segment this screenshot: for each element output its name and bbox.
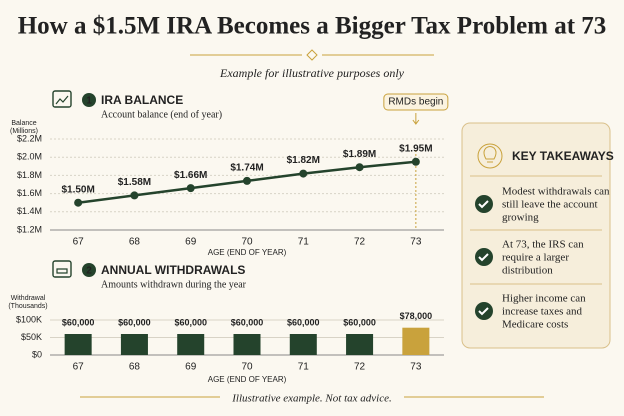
x-tick-label: 69 <box>185 237 197 248</box>
value-label: $1.95M <box>399 143 432 154</box>
chart-title: IRA BALANCE <box>101 93 183 107</box>
x-tick-label: 71 <box>298 362 310 373</box>
check-icon <box>478 200 489 209</box>
value-label: $1.50M <box>61 184 94 195</box>
y-tick-label: $1.8M <box>17 170 42 180</box>
point <box>299 169 308 178</box>
value-label: $1.58M <box>118 177 151 188</box>
check-icon <box>478 307 489 316</box>
x-axis-title: AGE (END OF YEAR) <box>208 375 287 384</box>
point <box>411 157 420 166</box>
section-number: 1 <box>86 96 92 107</box>
x-tick-label: 70 <box>241 362 253 373</box>
y-tick-label: $1.6M <box>17 188 42 198</box>
check-icon <box>478 253 489 262</box>
y-tick-label: $1.2M <box>17 224 42 234</box>
y-axis-title: Balance <box>11 120 36 127</box>
point <box>130 191 139 200</box>
section-badge <box>82 263 96 277</box>
y-axis-title: Withdrawal <box>11 295 46 302</box>
value-label: $1.74M <box>230 163 263 174</box>
y-tick-label: $0 <box>32 349 42 359</box>
value-label: $60,000 <box>287 317 320 327</box>
y-tick-label: $2.2M <box>17 133 42 143</box>
takeaway-text: Medicare costs <box>502 319 568 331</box>
annotation: RMDs begin <box>388 97 443 108</box>
divider-diamond <box>306 49 318 61</box>
takeaway-text: Modest withdrawals can <box>502 186 610 198</box>
takeaway-text: growing <box>502 212 539 224</box>
y-tick-label: $100K <box>16 314 42 324</box>
bar <box>233 334 261 355</box>
point <box>355 163 364 172</box>
point <box>74 198 83 207</box>
annotation-arrow <box>412 113 420 125</box>
footer: Illustrative example. Not tax advice. <box>231 393 391 405</box>
y-axis-title: (Millions) <box>10 128 38 135</box>
x-tick-label: 73 <box>410 237 422 248</box>
value-label: $60,000 <box>231 317 264 327</box>
x-tick-label: 72 <box>354 362 366 373</box>
chart-title: ANNUAL WITHDRAWALS <box>101 263 245 277</box>
bulb-icon <box>477 143 503 169</box>
bar <box>177 334 205 355</box>
chart-subtitle: Account balance (end of year) <box>101 109 222 120</box>
title: How a $1.5M IRA Becomes a Bigger Tax Pro… <box>18 13 607 40</box>
value-label: $1.82M <box>287 155 320 166</box>
bar <box>346 334 374 355</box>
section-icon <box>52 260 72 278</box>
value-label: $60,000 <box>174 317 207 327</box>
x-tick-label: 73 <box>410 362 422 373</box>
x-axis-title: AGE (END OF YEAR) <box>208 248 287 257</box>
value-label: $60,000 <box>343 317 376 327</box>
section-badge <box>82 93 96 107</box>
takeaway-text: still leave the account <box>502 199 598 211</box>
section-icon <box>52 90 72 108</box>
takeaway-text: distribution <box>502 265 553 277</box>
takeaways-panel <box>461 122 611 349</box>
point <box>243 176 251 185</box>
value-label: $60,000 <box>118 317 151 327</box>
y-axis-title: (Thousands) <box>8 303 47 310</box>
section-number: 2 <box>86 266 92 277</box>
section-icon <box>56 268 68 274</box>
takeaway-text: require a larger <box>502 252 569 264</box>
value-label: $78,000 <box>400 311 433 321</box>
value-label: $60,000 <box>62 317 95 327</box>
x-tick-label: 67 <box>73 237 85 248</box>
value-label: $1.66M <box>174 170 207 181</box>
x-tick-label: 69 <box>185 362 197 373</box>
value-label: $1.89M <box>343 149 376 160</box>
takeaway-text: At 73, the IRS can <box>502 239 584 251</box>
x-tick-label: 68 <box>129 237 141 248</box>
chart-subtitle: Amounts withdrawn during the year <box>101 279 247 290</box>
y-tick-label: $50K <box>21 332 42 342</box>
x-tick-label: 68 <box>129 362 141 373</box>
bar <box>402 327 430 355</box>
y-tick-label: $1.4M <box>17 206 42 216</box>
annotation-box <box>383 93 449 111</box>
bar <box>289 334 317 355</box>
x-tick-label: 70 <box>241 237 253 248</box>
takeaway-text: Higher income can <box>502 293 586 305</box>
subtitle: Example for illustrative purposes only <box>219 66 405 80</box>
takeaways-heading: KEY TAKEAWAYS <box>512 149 614 163</box>
bar <box>120 334 148 355</box>
x-tick-label: 71 <box>298 237 310 248</box>
section-icon <box>55 95 69 105</box>
x-tick-label: 67 <box>73 362 85 373</box>
takeaway-text: increase taxes and <box>502 306 583 318</box>
x-tick-label: 72 <box>354 237 366 248</box>
bulb-icon <box>483 146 497 163</box>
point <box>186 184 195 193</box>
bar <box>64 334 92 355</box>
y-tick-label: $2.0M <box>17 152 42 162</box>
